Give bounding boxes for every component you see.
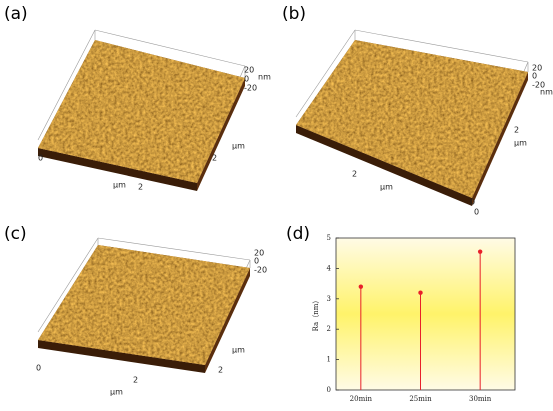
afm-axis-label: 0 bbox=[244, 75, 249, 84]
plot-frame bbox=[335, 237, 516, 391]
afm-axis-label: µm bbox=[232, 346, 245, 355]
afm-side bbox=[38, 340, 205, 373]
afm-axis-label: 0 bbox=[532, 72, 537, 81]
afm-axis-label: -20 bbox=[254, 266, 267, 275]
x-tick-label: 20min bbox=[350, 395, 373, 403]
panel-label: (d) bbox=[286, 224, 310, 244]
y-tick-label: 1 bbox=[327, 356, 331, 364]
stem-marker bbox=[477, 249, 483, 254]
box-edge bbox=[97, 237, 251, 261]
plot-background bbox=[336, 238, 515, 390]
y-tick-label: 2 bbox=[327, 325, 331, 333]
box-edge bbox=[354, 29, 529, 63]
afm-texture bbox=[296, 40, 528, 198]
panel-label: (a) bbox=[4, 4, 28, 24]
box-edge bbox=[295, 29, 356, 118]
afm-axis-label: µm bbox=[232, 142, 245, 151]
afm-axis-label: nm bbox=[258, 73, 271, 82]
afm-axis-label: 0 bbox=[36, 364, 41, 373]
box-edge bbox=[37, 29, 96, 141]
afm-side bbox=[472, 72, 528, 206]
stem-marker bbox=[358, 284, 364, 289]
afm-texture bbox=[38, 245, 250, 365]
afm-side bbox=[296, 125, 472, 206]
afm-axis-label: 20 bbox=[254, 249, 264, 258]
afm-axis-label: 0 bbox=[254, 257, 259, 266]
afm-axis-label: 0 bbox=[474, 208, 479, 217]
afm-axis-label: 2 bbox=[212, 154, 217, 163]
y-tick-label: 5 bbox=[327, 234, 331, 242]
afm-axis-label: 20 bbox=[244, 66, 254, 75]
afm-axis-label: 2 bbox=[514, 126, 519, 135]
afm-axis-label: µm bbox=[380, 183, 393, 192]
panel-label: (c) bbox=[4, 224, 27, 244]
afm-axis-label: -20 bbox=[244, 84, 257, 93]
afm-axis-label: nm bbox=[540, 88, 553, 97]
afm-axis-label: 0 bbox=[38, 154, 43, 163]
afm-side bbox=[38, 148, 197, 191]
afm-axis-label: µm bbox=[514, 139, 527, 148]
afm-side bbox=[205, 268, 250, 373]
box-edge bbox=[94, 29, 246, 67]
afm-axis-label: 2 bbox=[352, 170, 357, 179]
afm-axis-label: 20 bbox=[532, 64, 542, 73]
x-tick-label: 25min bbox=[409, 395, 432, 403]
afm-axis-label: 2 bbox=[138, 183, 143, 192]
afm-axis-label: 0 bbox=[470, 198, 475, 207]
y-tick-label: 0 bbox=[327, 386, 331, 394]
afm-axis-label: -20 bbox=[532, 81, 545, 90]
afm-side bbox=[197, 78, 245, 191]
panel-label: (b) bbox=[282, 4, 306, 24]
x-tick-label: 30min bbox=[469, 395, 492, 403]
afm-axis-label: 2 bbox=[133, 376, 138, 385]
afm-axis-label: 2 bbox=[218, 366, 223, 375]
y-axis-label: Ra（nm） bbox=[312, 297, 320, 332]
stem-marker bbox=[418, 290, 423, 295]
afm-axis-label: µm bbox=[110, 388, 123, 397]
afm-texture bbox=[38, 40, 245, 183]
afm-axis-label: µm bbox=[113, 181, 126, 190]
y-tick-label: 4 bbox=[327, 264, 332, 272]
y-tick-label: 3 bbox=[327, 295, 331, 303]
box-edge bbox=[37, 237, 99, 333]
